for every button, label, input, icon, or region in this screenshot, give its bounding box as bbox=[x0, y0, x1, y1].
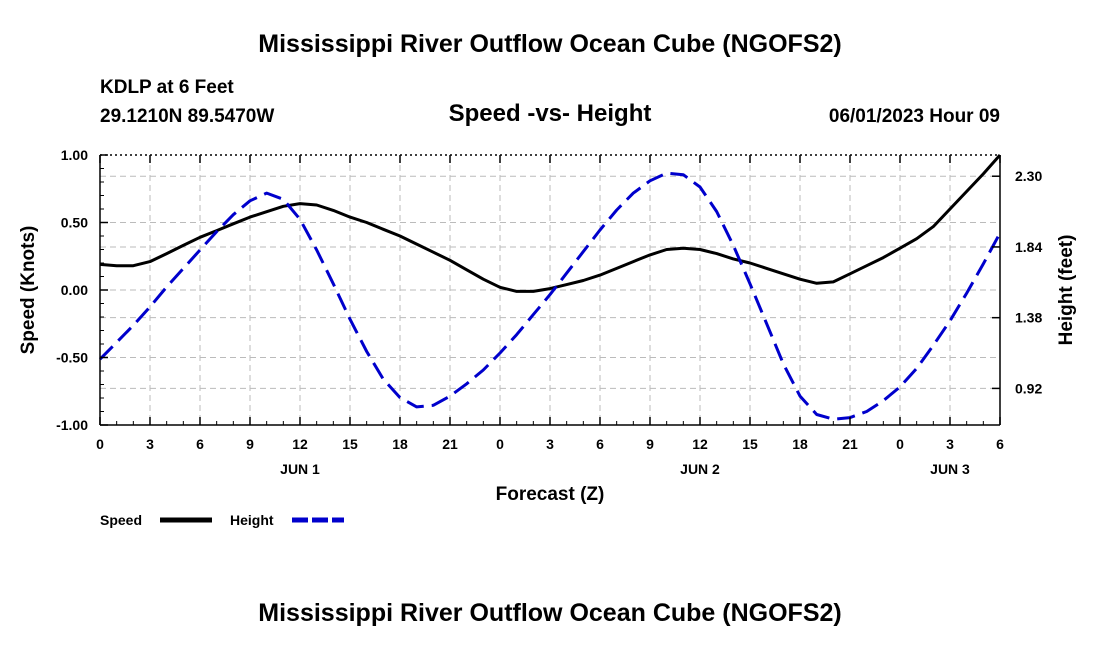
day-label: JUN 2 bbox=[680, 461, 720, 477]
footer-title: Mississippi River Outflow Ocean Cube (NG… bbox=[258, 599, 842, 627]
legend-height-label: Height bbox=[230, 512, 274, 528]
y-left-tick-label: -0.50 bbox=[56, 350, 88, 366]
y-right-tick-label: 1.84 bbox=[1015, 239, 1042, 255]
x-tick-label: 3 bbox=[146, 436, 154, 452]
series-speed-line bbox=[99, 154, 1002, 293]
legend-speed-label: Speed bbox=[100, 512, 142, 528]
x-axis-label: Forecast (Z) bbox=[496, 484, 605, 505]
y-left-tick-label: -1.00 bbox=[56, 417, 88, 433]
chart-subtitle: Speed -vs- Height bbox=[448, 100, 652, 127]
x-tick-label: 21 bbox=[442, 436, 458, 452]
y-right-tick-label: 0.92 bbox=[1015, 380, 1042, 396]
x-tick-label: 3 bbox=[546, 436, 554, 452]
y-left-axis-label: Speed (Knots) bbox=[18, 226, 39, 355]
x-tick-label: 0 bbox=[496, 436, 504, 452]
x-tick-label: 0 bbox=[896, 436, 904, 452]
coordinates-label: 29.1210N 89.5470W bbox=[100, 106, 275, 127]
y-left-tick-label: 0.50 bbox=[61, 215, 88, 231]
x-tick-label: 3 bbox=[946, 436, 954, 452]
x-tick-label: 6 bbox=[596, 436, 604, 452]
main-title: Mississippi River Outflow Ocean Cube (NG… bbox=[258, 30, 842, 58]
day-label: JUN 3 bbox=[930, 461, 970, 477]
x-tick-label: 6 bbox=[996, 436, 1004, 452]
station-label: KDLP at 6 Feet bbox=[100, 77, 234, 98]
x-tick-label: 21 bbox=[842, 436, 858, 452]
x-tick-label: 12 bbox=[692, 436, 708, 452]
x-tick-label: 18 bbox=[392, 436, 408, 452]
x-tick-label: 6 bbox=[196, 436, 204, 452]
day-label: JUN 1 bbox=[280, 461, 320, 477]
x-tick-label: 15 bbox=[342, 436, 358, 452]
x-tick-label: 15 bbox=[742, 436, 758, 452]
datetime-label: 06/01/2023 Hour 09 bbox=[828, 106, 1000, 127]
x-tick-label: 18 bbox=[792, 436, 808, 452]
x-tick-label: 0 bbox=[96, 436, 104, 452]
y-right-axis-label: Height (feet) bbox=[1056, 235, 1077, 346]
y-right-tick-label: 2.30 bbox=[1015, 168, 1042, 184]
y-left-tick-label: 0.00 bbox=[61, 282, 88, 298]
y-left-tick-label: 1.00 bbox=[61, 147, 88, 163]
x-tick-label: 9 bbox=[646, 436, 654, 452]
y-right-tick-label: 1.38 bbox=[1015, 310, 1042, 326]
x-tick-label: 12 bbox=[292, 436, 308, 452]
x-tick-label: 9 bbox=[246, 436, 254, 452]
